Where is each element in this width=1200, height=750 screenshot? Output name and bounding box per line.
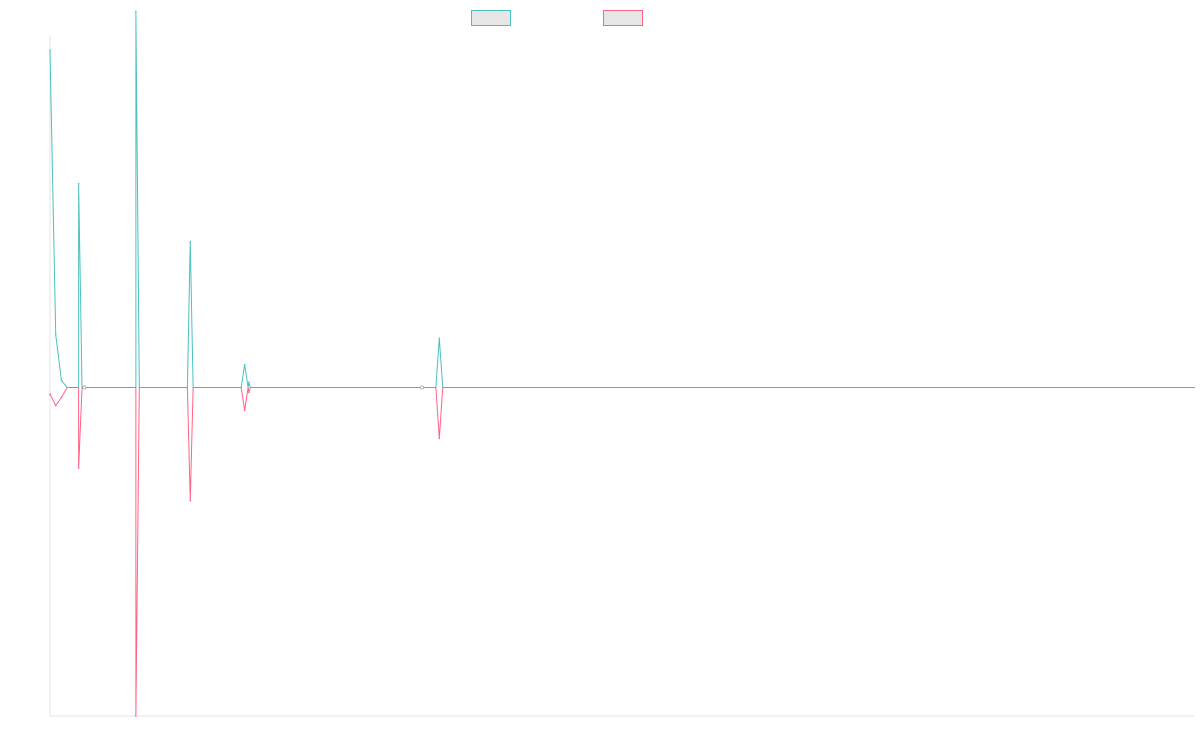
legend-swatch-series-2 [603, 10, 643, 26]
data-point-s1-27[interactable] [243, 363, 246, 366]
data-point-s1-2[interactable] [60, 379, 63, 382]
series-line-1 [49, 10, 1195, 388]
data-point-s1-23[interactable] [189, 240, 192, 243]
data-point-s1-29[interactable] [248, 381, 250, 384]
data-point-s1-42[interactable] [438, 337, 441, 340]
series-line-2 [49, 387, 1195, 717]
legend-swatch-series-1 [471, 10, 511, 26]
axes [49, 36, 1195, 717]
data-point-s1-14[interactable] [135, 10, 137, 13]
series-group [49, 10, 1195, 717]
data-point-s2-27[interactable] [243, 409, 246, 412]
data-point-s2-23[interactable] [189, 500, 192, 502]
legend-item-series-2[interactable] [603, 10, 643, 26]
data-point-s2-2[interactable] [60, 396, 63, 399]
baseline-marker-1[interactable] [82, 385, 87, 390]
data-point-s1-0[interactable] [49, 49, 51, 51]
data-point-s2-1[interactable] [54, 404, 57, 407]
data-point-s1-7[interactable] [77, 182, 80, 185]
data-point-s2-7[interactable] [77, 467, 80, 469]
legend [471, 9, 643, 27]
data-point-s2-0[interactable] [49, 393, 51, 395]
data-point-s2-42[interactable] [438, 437, 441, 440]
data-point-s2-29[interactable] [248, 391, 250, 394]
legend-item-series-1[interactable] [471, 10, 511, 26]
data-point-s1-1[interactable] [54, 333, 57, 336]
data-point-s2-14[interactable] [135, 715, 137, 717]
baseline-marker-2[interactable] [420, 385, 425, 390]
